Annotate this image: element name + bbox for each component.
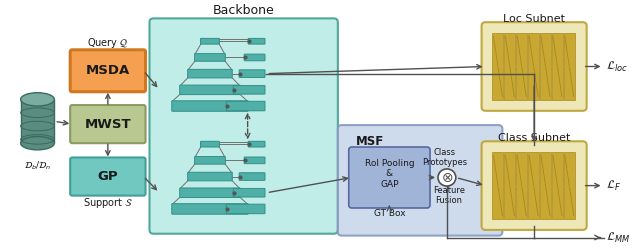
Bar <box>493 33 504 100</box>
Text: $\mathcal{D}_b/\mathcal{D}_n$: $\mathcal{D}_b/\mathcal{D}_n$ <box>24 159 51 172</box>
FancyBboxPatch shape <box>349 147 430 208</box>
Text: $\mathcal{L}_{loc}$: $\mathcal{L}_{loc}$ <box>605 60 627 73</box>
Text: Class
Prototypes: Class Prototypes <box>422 148 467 167</box>
FancyBboxPatch shape <box>172 101 248 111</box>
FancyBboxPatch shape <box>150 18 338 234</box>
Bar <box>504 33 515 100</box>
FancyBboxPatch shape <box>481 22 587 111</box>
FancyBboxPatch shape <box>239 173 265 180</box>
FancyBboxPatch shape <box>233 188 265 197</box>
Bar <box>552 33 563 100</box>
Circle shape <box>438 169 456 186</box>
Text: Feature
Fusion: Feature Fusion <box>433 186 465 205</box>
Text: MSF: MSF <box>356 135 384 148</box>
Bar <box>516 152 527 219</box>
FancyBboxPatch shape <box>227 204 265 214</box>
FancyBboxPatch shape <box>70 105 145 143</box>
FancyBboxPatch shape <box>180 188 240 197</box>
FancyBboxPatch shape <box>195 157 225 164</box>
Bar <box>540 152 551 219</box>
Bar <box>516 33 527 100</box>
FancyBboxPatch shape <box>248 141 265 147</box>
Text: Support $\mathcal{S}$: Support $\mathcal{S}$ <box>83 196 133 210</box>
Bar <box>528 152 539 219</box>
FancyBboxPatch shape <box>338 125 502 236</box>
FancyBboxPatch shape <box>188 69 232 78</box>
FancyBboxPatch shape <box>227 101 265 111</box>
Text: Query $\mathcal{Q}$: Query $\mathcal{Q}$ <box>87 36 129 50</box>
FancyBboxPatch shape <box>233 86 265 94</box>
Text: RoI Pooling
&
GAP: RoI Pooling & GAP <box>365 159 414 188</box>
FancyBboxPatch shape <box>481 141 587 230</box>
FancyBboxPatch shape <box>200 38 220 44</box>
Text: GP: GP <box>97 170 118 183</box>
FancyBboxPatch shape <box>70 50 145 92</box>
Bar <box>20 99 54 143</box>
Bar <box>528 33 539 100</box>
Bar <box>564 152 575 219</box>
Bar <box>493 152 504 219</box>
FancyBboxPatch shape <box>188 172 232 181</box>
FancyBboxPatch shape <box>180 85 240 95</box>
Text: MSDA: MSDA <box>86 64 130 77</box>
Text: GT Box: GT Box <box>374 209 405 218</box>
Bar <box>564 33 575 100</box>
Bar <box>540 33 551 100</box>
Bar <box>552 152 563 219</box>
Text: $\otimes$: $\otimes$ <box>441 171 453 185</box>
FancyBboxPatch shape <box>172 204 248 214</box>
Text: $\mathcal{L}_{MM}$: $\mathcal{L}_{MM}$ <box>605 231 630 245</box>
Ellipse shape <box>20 93 54 106</box>
Text: MWST: MWST <box>84 118 131 131</box>
FancyBboxPatch shape <box>70 157 145 196</box>
FancyBboxPatch shape <box>244 54 265 61</box>
Text: Class Subnet: Class Subnet <box>498 133 570 143</box>
Text: Loc Subnet: Loc Subnet <box>503 14 565 24</box>
FancyBboxPatch shape <box>195 54 225 61</box>
FancyBboxPatch shape <box>239 70 265 77</box>
FancyBboxPatch shape <box>244 157 265 164</box>
Text: $\mathcal{L}_{F}$: $\mathcal{L}_{F}$ <box>605 179 621 193</box>
Ellipse shape <box>20 136 54 150</box>
Bar <box>504 152 515 219</box>
FancyBboxPatch shape <box>200 141 220 147</box>
Text: Backbone: Backbone <box>212 4 275 17</box>
FancyBboxPatch shape <box>248 38 265 44</box>
